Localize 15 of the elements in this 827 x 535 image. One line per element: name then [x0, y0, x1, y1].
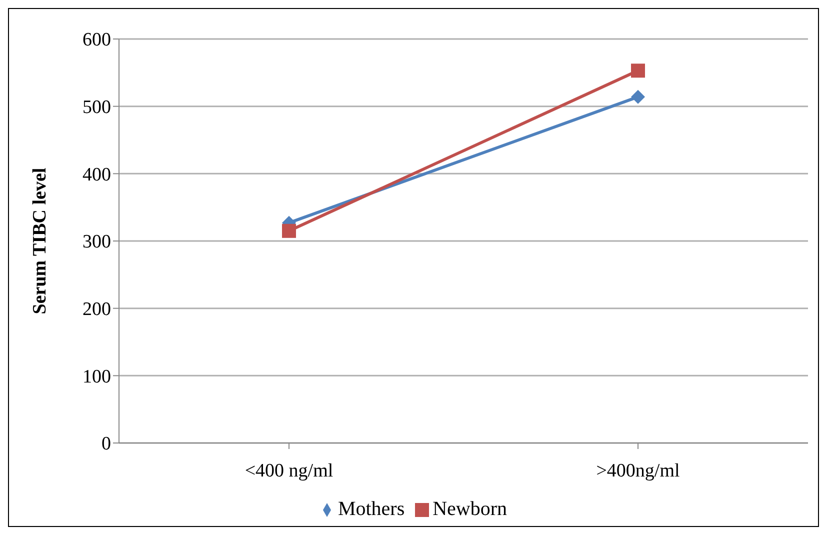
y-tick-label: 0: [102, 434, 111, 455]
x-tick-label: >400ng/ml: [596, 460, 680, 482]
point: [631, 90, 645, 104]
legend-label: Mothers: [338, 498, 405, 520]
y-tick-label: 600: [82, 30, 111, 51]
point: [631, 64, 645, 78]
point: [282, 224, 296, 238]
legend-label: Newborn: [432, 498, 508, 520]
y-tick-label: 500: [82, 97, 111, 118]
y-tick-label: 100: [82, 366, 111, 388]
y-tick-label: 200: [82, 299, 111, 320]
y-tick-label: 300: [82, 232, 111, 253]
x-tick-label: <400 ng/ml: [244, 460, 334, 482]
y-tick-label: 400: [82, 164, 111, 186]
y-axis-title: Serum TIBC level: [30, 168, 51, 314]
